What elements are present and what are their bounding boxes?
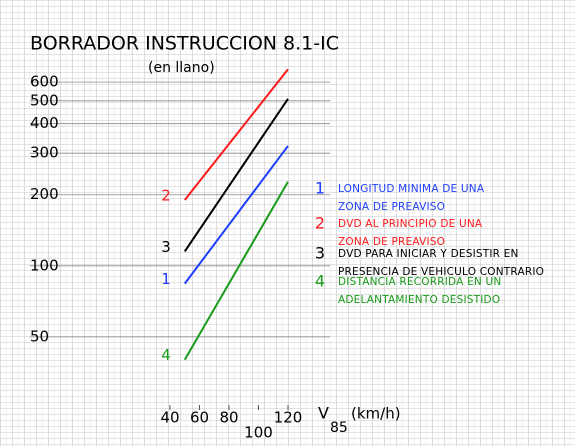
legend-entry: DVD AL PRINCIPIO DE UNA ZONA DE PREAVISO (338, 218, 483, 248)
line-label: 3 (161, 238, 171, 256)
series-line (183, 98, 289, 253)
series-line (183, 181, 289, 361)
chart-subtitle: (en llano) (148, 60, 215, 76)
y-tick-label: 100 (30, 256, 59, 274)
y-tick-label: 200 (30, 185, 59, 203)
legend-number: 3 (315, 244, 325, 263)
x-tick-label: 80 (219, 409, 238, 427)
chart-title: BORRADOR INSTRUCCION 8.1-IC (30, 33, 339, 55)
y-tick-label: 50 (30, 327, 49, 345)
series-line (183, 145, 289, 285)
y-tick-label: 500 (30, 91, 59, 109)
legend-number: 4 (315, 272, 325, 291)
y-tick-label: 400 (30, 114, 59, 132)
x-axis-label-sub: 85 (330, 420, 348, 436)
line-label: 2 (161, 186, 171, 204)
legend-entry: DISTANCIA RECORRIDA EN UN ADELANTAMIENTO… (338, 276, 502, 306)
legend-number: 2 (315, 214, 325, 233)
y-tick-label: 300 (30, 144, 59, 162)
x-tick-label: 120 (274, 409, 303, 427)
legend-entry: DVD PARA INICIAR Y DESISTIR EN PRESENCIA… (338, 248, 545, 278)
legend-number: 1 (315, 179, 325, 198)
x-axis-unit: (km/h) (351, 405, 401, 423)
x-tick-label: 60 (190, 409, 209, 427)
line-label: 4 (161, 346, 171, 364)
legend-entry: LONGITUD MINIMA DE UNA ZONA DE PREAVISO (338, 183, 485, 213)
x-tick-label: 100 (244, 424, 273, 442)
x-axis-label: V (318, 404, 329, 423)
series-line (183, 68, 289, 201)
x-tick-label: 40 (160, 409, 179, 427)
y-tick-label: 600 (30, 73, 59, 91)
line-label: 1 (161, 270, 171, 288)
